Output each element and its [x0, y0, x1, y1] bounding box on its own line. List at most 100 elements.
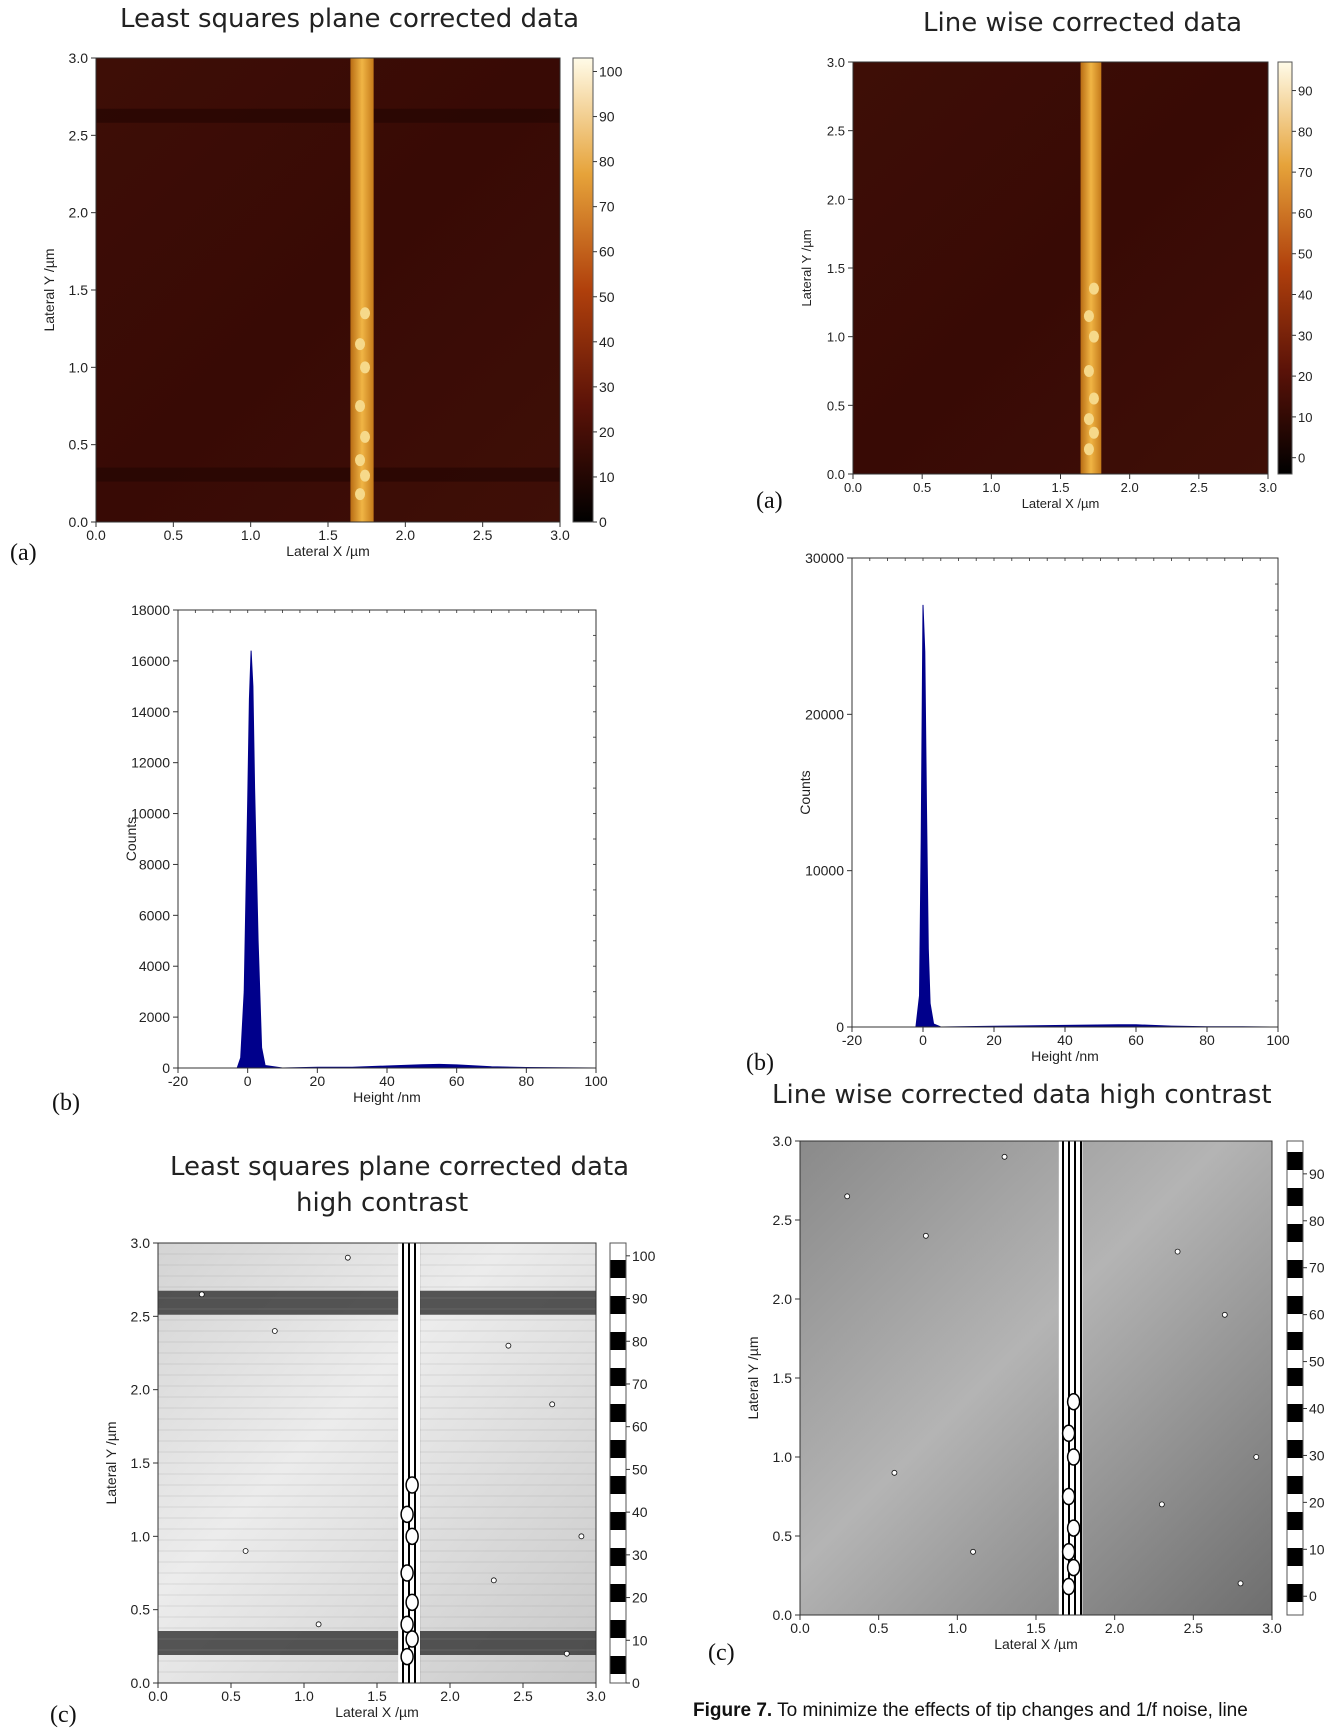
- left_b-histogram-series: [236, 650, 597, 1069]
- right_a-y-tick-label: 1.0: [827, 330, 845, 345]
- right_c-y-tick-label: 3.0: [773, 1133, 793, 1149]
- left_a-x-tick-label: 0.0: [86, 527, 106, 543]
- left_b-x-tick-label: 40: [379, 1073, 395, 1089]
- left_c-colorbar-tick-label: 20: [632, 1590, 648, 1606]
- left_b-y-tick-label: 8000: [139, 856, 170, 872]
- right_c-colorbar-tick-label: 50: [1309, 1354, 1325, 1370]
- right_a-colorbar-tick-label: 40: [1298, 288, 1312, 303]
- left_a-colorbar-tick-label: 40: [599, 334, 615, 350]
- right_a-colorbar-tick-label: 80: [1298, 124, 1312, 139]
- left_a-y-tick-label: 3.0: [69, 50, 89, 66]
- left_c-y-tick-label: 0.5: [131, 1602, 151, 1618]
- right_c-x-axis-label: Lateral X /µm: [994, 1636, 1078, 1652]
- right_a-particle: [1088, 426, 1099, 439]
- left_a-colorbar: [572, 57, 594, 523]
- right_a-y-axis-label: Lateral Y /µm: [799, 229, 814, 306]
- left_c-colorbar-tick-label: 80: [632, 1333, 648, 1349]
- right_a-colorbar-tick-label: 90: [1298, 84, 1312, 99]
- left_a-y-tick-label: 1.0: [69, 359, 89, 375]
- left_c-surface-dot: [242, 1548, 249, 1554]
- left_a-y-tick-label: 0.0: [69, 514, 89, 530]
- left_a-colorbar-tick-label: 20: [599, 424, 615, 440]
- left_c-y-tick-label: 1.0: [131, 1528, 151, 1544]
- right_a-colorbar-tick-label: 60: [1298, 206, 1312, 221]
- left_c-y-tick-label: 2.0: [131, 1382, 151, 1398]
- right_c-x-tick-label: 0.0: [790, 1620, 810, 1636]
- right_c-y-tick-label: 1.0: [773, 1449, 793, 1465]
- right_c-colorbar-tick-label: 90: [1309, 1166, 1325, 1182]
- left_c-colorbar-tick-label: 70: [632, 1376, 648, 1392]
- left_a-colorbar-tick-label: 10: [599, 469, 615, 485]
- right_c-y-tick-label: 2.5: [773, 1212, 793, 1228]
- left_c-surface-dot: [315, 1621, 322, 1628]
- left_c-colorbar-tick-label: 50: [632, 1461, 648, 1477]
- left_c-particle: [405, 1476, 419, 1494]
- right_c-surface-dot: [1253, 1454, 1260, 1460]
- right_b-x-tick-label: 80: [1199, 1032, 1215, 1048]
- left_a-colorbar-tick-label: 50: [599, 289, 615, 305]
- right_b-x-axis-label: Height /nm: [1031, 1048, 1099, 1064]
- left_b-y-tick-label: 10000: [131, 806, 170, 822]
- right_b-x-tick-label: -20: [842, 1032, 862, 1048]
- right_c-surface-dot: [922, 1232, 929, 1239]
- left_a-particle: [355, 338, 366, 351]
- right_c-particle: [1061, 1424, 1076, 1443]
- left_c-x-tick-label: 1.0: [294, 1688, 314, 1704]
- right_c-surface-dot: [1001, 1153, 1008, 1160]
- left_c-dark-band: [158, 1631, 596, 1655]
- label-right-a: (a): [756, 488, 783, 514]
- left_b-y-tick-label: 12000: [131, 755, 170, 771]
- right_b-x-tick-label: 20: [986, 1032, 1002, 1048]
- left_b-y-tick-label: 0: [162, 1060, 170, 1076]
- right_a-x-tick-label: 0.5: [913, 480, 931, 495]
- left_c-particle: [405, 1527, 419, 1546]
- left_c-surface-dot: [490, 1577, 497, 1584]
- left_a-y-tick-label: 2.5: [69, 127, 89, 143]
- left_c-y-tick-label: 0.0: [131, 1675, 151, 1691]
- right_c-particle: [1061, 1543, 1076, 1561]
- right_c-y-axis-label: Lateral Y /µm: [745, 1336, 761, 1419]
- title-left-c-line2: high contrast: [296, 1188, 469, 1218]
- left_a-colorbar-tick-label: 90: [599, 109, 615, 125]
- right_c-particle: [1066, 1392, 1081, 1411]
- left_c-particle: [400, 1615, 414, 1634]
- left_c-colorbar: [609, 1242, 627, 1684]
- left_a-x-axis-label: Lateral X /µm: [286, 543, 370, 559]
- right_a-image-background: [853, 62, 1268, 474]
- right_a-particle: [1083, 413, 1094, 426]
- title-right-c: Line wise corrected data high contrast: [772, 1080, 1272, 1110]
- right_a-y-tick-label: 0.5: [827, 398, 845, 413]
- right_a-y-tick-label: 0.0: [827, 467, 845, 482]
- right_a-colorbar-tick-label: 10: [1298, 410, 1312, 425]
- right_b-plot-area: [852, 558, 1278, 1027]
- left_c-surface-dot: [549, 1401, 556, 1408]
- right_a-colorbar: [1277, 61, 1293, 475]
- right_a-y-tick-label: 2.0: [827, 192, 845, 207]
- left_a-x-tick-label: 3.0: [550, 527, 570, 543]
- left_b-x-tick-label: 100: [584, 1073, 608, 1089]
- right_a-colorbar-tick-label: 50: [1298, 247, 1312, 262]
- label-right-c: (c): [708, 1640, 735, 1666]
- left_a-colorbar-tick-label: 30: [599, 379, 615, 395]
- left_b-x-axis-label: Height /nm: [353, 1089, 421, 1105]
- left_a-x-tick-label: 2.0: [396, 527, 416, 543]
- left_c-dark-band: [158, 1290, 596, 1315]
- left_c-x-tick-label: 0.0: [148, 1688, 168, 1704]
- left_a-x-tick-label: 0.5: [164, 527, 184, 543]
- right_c-x-tick-label: 2.0: [1105, 1620, 1125, 1636]
- left_a-particle: [360, 430, 371, 443]
- left_c-colorbar-tick-label: 60: [632, 1419, 648, 1435]
- left_b-y-tick-label: 14000: [131, 704, 170, 720]
- left_a-particle: [355, 488, 366, 501]
- left_a-colorbar-tick-label: 0: [599, 514, 607, 530]
- right_b-x-tick-label: 40: [1057, 1032, 1073, 1048]
- right_c-surface-dot: [1237, 1580, 1244, 1587]
- label-left-c: (c): [50, 1702, 77, 1728]
- left_b-y-tick-label: 4000: [139, 958, 170, 974]
- left_a-colorbar-tick-label: 70: [599, 199, 615, 215]
- left_b-x-tick-label: -20: [168, 1073, 188, 1089]
- left_b-y-tick-label: 6000: [139, 907, 170, 923]
- left_c-colorbar-tick-label: 30: [632, 1547, 648, 1563]
- left_a-particle: [360, 307, 371, 320]
